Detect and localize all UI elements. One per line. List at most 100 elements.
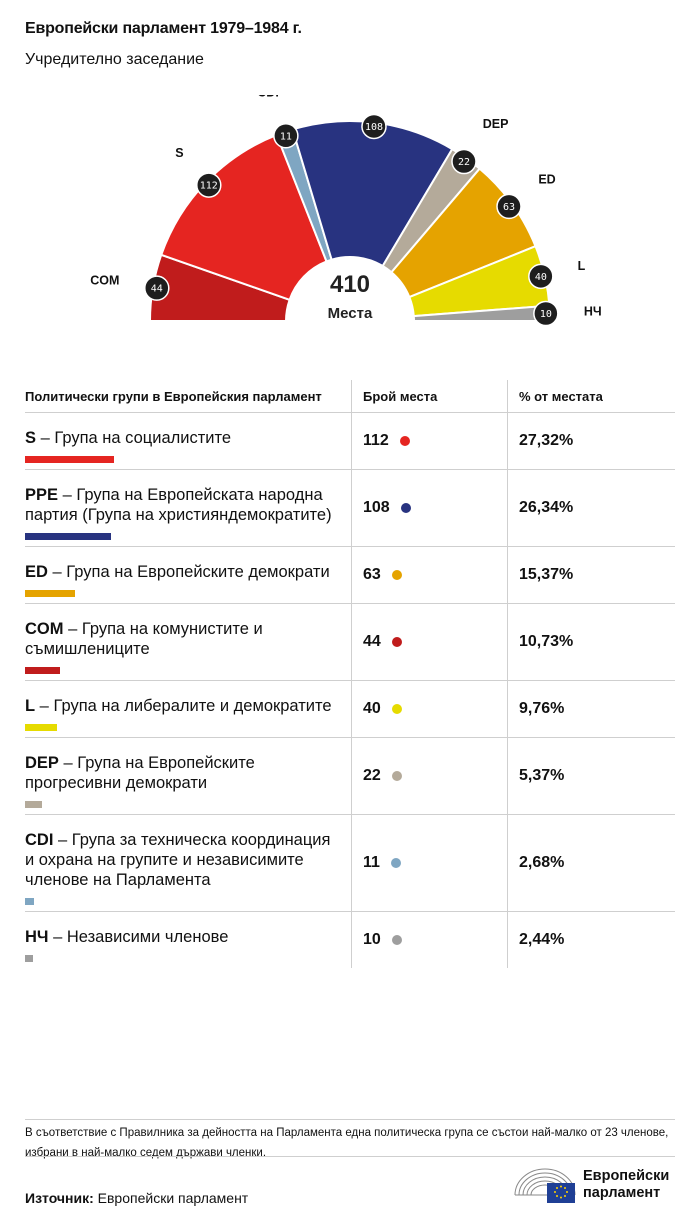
group-name: PPE – Група на Европейската народна парт… [25,485,351,525]
group-cell-l: L – Група на либералите и демократите [25,680,352,738]
group-color-dot [391,935,402,945]
seat-badge-text-ed: 63 [503,202,515,213]
group-color-bar [25,898,34,905]
seats-value: 22 [363,767,402,785]
percent-cell: 15,37% [507,546,675,604]
page-title: Европейски парламент 1979–1984 г. [25,20,302,37]
percent-cell: 2,44% [507,911,675,968]
group-code: НЧ [25,928,49,946]
source-value: Европейски парламент [97,1190,249,1206]
table-row: DEP – Група на Европейските прогресивни … [25,737,675,815]
table-header-row: Политически групи в Европейския парламен… [25,380,675,413]
group-full-name: – Група на либералите и демократите [35,697,332,715]
seats-number: 108 [363,499,390,516]
percent-value: 2,44% [519,931,565,948]
total-seats-number: 410 [330,271,370,298]
seat-badge-text-dep: 22 [458,157,470,168]
group-full-name: – Група на Европейската народна партия (… [25,486,332,524]
seat-badge-s: 112 [196,172,222,198]
group-name: COM – Група на комунистите и съмишленици… [25,619,351,659]
ep-logo: Европейски парламент [513,1165,678,1205]
source-label: Източник: [25,1190,94,1206]
group-code: L [25,697,36,715]
seats-cell: 112 [351,412,508,470]
percent-value: 26,34% [519,499,574,516]
group-name: ED – Група на Европейските демократи [25,562,351,582]
seats-value: 63 [363,566,402,584]
source-line: Източник: Европейски парламент [25,1190,248,1206]
percent-value: 10,73% [519,633,574,650]
group-cell-s: S – Група на социалистите [25,412,352,470]
seats-cell: 11 [351,814,508,912]
col-header-groups: Политически групи в Европейския парламен… [25,380,352,413]
group-color-bar [25,456,114,463]
percent-value: 9,76% [519,700,565,717]
group-color-dot [391,637,402,647]
hemicycle-label-dep: DEP [483,117,509,131]
seat-badge-dep: 22 [451,148,477,175]
percent-value: 27,32% [519,432,574,449]
group-color-dot [399,436,410,446]
seats-cell: 10 [351,911,508,968]
seat-badge-text-s: 112 [200,181,218,192]
seat-badge-cdi: 11 [273,123,299,149]
group-color-dot [391,570,402,580]
group-code: COM [25,620,64,638]
table-row: PPE – Група на Европейската народна парт… [25,469,675,547]
group-full-name: – Група на комунистите и съмишлениците [25,620,263,658]
group-color-bar [25,801,42,808]
ep-logo-line1: Европейски [583,1168,670,1184]
ep-logo-line2: парламент [583,1185,661,1201]
table-row: НЧ – Независими членове 10 2,44% [25,911,675,969]
seat-badge-ppe: 108 [361,113,387,140]
group-code: S [25,429,37,447]
group-name: CDI – Група за техническа координация и … [25,830,351,890]
percent-cell: 5,37% [507,737,675,815]
footnote-divider [25,1156,675,1157]
hemicycle-label-nc: НЧ [584,305,602,319]
hemicycle-label-com: COM [90,273,119,287]
percent-value: 2,68% [519,854,565,871]
seats-number: 63 [363,566,381,583]
percent-cell: 9,76% [507,680,675,738]
seats-number: 40 [363,700,381,717]
percent-cell: 26,34% [507,469,675,547]
seat-badge-text-cdi: 11 [280,131,292,142]
seats-number: 11 [363,854,380,871]
group-full-name: – Независими членове [48,928,229,946]
group-full-name: – Група за техническа координация и охра… [25,831,331,889]
total-seats-label: Места [328,305,373,322]
table-row: COM – Група на комунистите и съмишленици… [25,603,675,681]
seats-value: 108 [363,499,411,517]
seats-value: 11 [363,854,401,872]
ep-logo-icon [514,1168,576,1203]
group-cell-ppe: PPE – Група на Европейската народна парт… [25,469,352,547]
hemicycle-label-cdi: CDI [257,95,279,99]
group-cell-ed: ED – Група на Европейските демократи [25,546,352,604]
group-cell-cdi: CDI – Група за техническа координация и … [25,814,352,912]
col-header-percent: % от местата [507,380,675,413]
percent-cell: 2,68% [507,814,675,912]
hemicycle-segment-ppe [291,120,454,268]
group-name: НЧ – Независими членове [25,927,351,947]
group-cell-nc: НЧ – Независими членове [25,912,352,969]
seats-number: 112 [363,432,389,449]
table-row: CDI – Група за техническа координация и … [25,814,675,912]
seats-value: 44 [363,633,402,651]
group-code: PPE [25,486,59,504]
group-color-bar [25,590,75,597]
hemicycle-segment-s [159,133,328,302]
ep-logo-text: Европейски парламент [583,1168,669,1202]
group-color-bar [25,955,33,962]
seat-badge-com: 44 [144,275,170,301]
seat-badge-ed: 63 [496,193,522,220]
seat-badge-text-ppe: 108 [365,122,383,133]
group-color-bar [25,667,60,674]
seat-badge-text-com: 44 [151,284,163,295]
group-full-name: – Група на социалистите [36,429,232,447]
table-row: L – Група на либералите и демократите 40 9… [25,680,675,738]
col-header-seats: Брой места [351,380,508,413]
group-color-bar [25,533,111,540]
group-code: DEP [25,754,59,772]
